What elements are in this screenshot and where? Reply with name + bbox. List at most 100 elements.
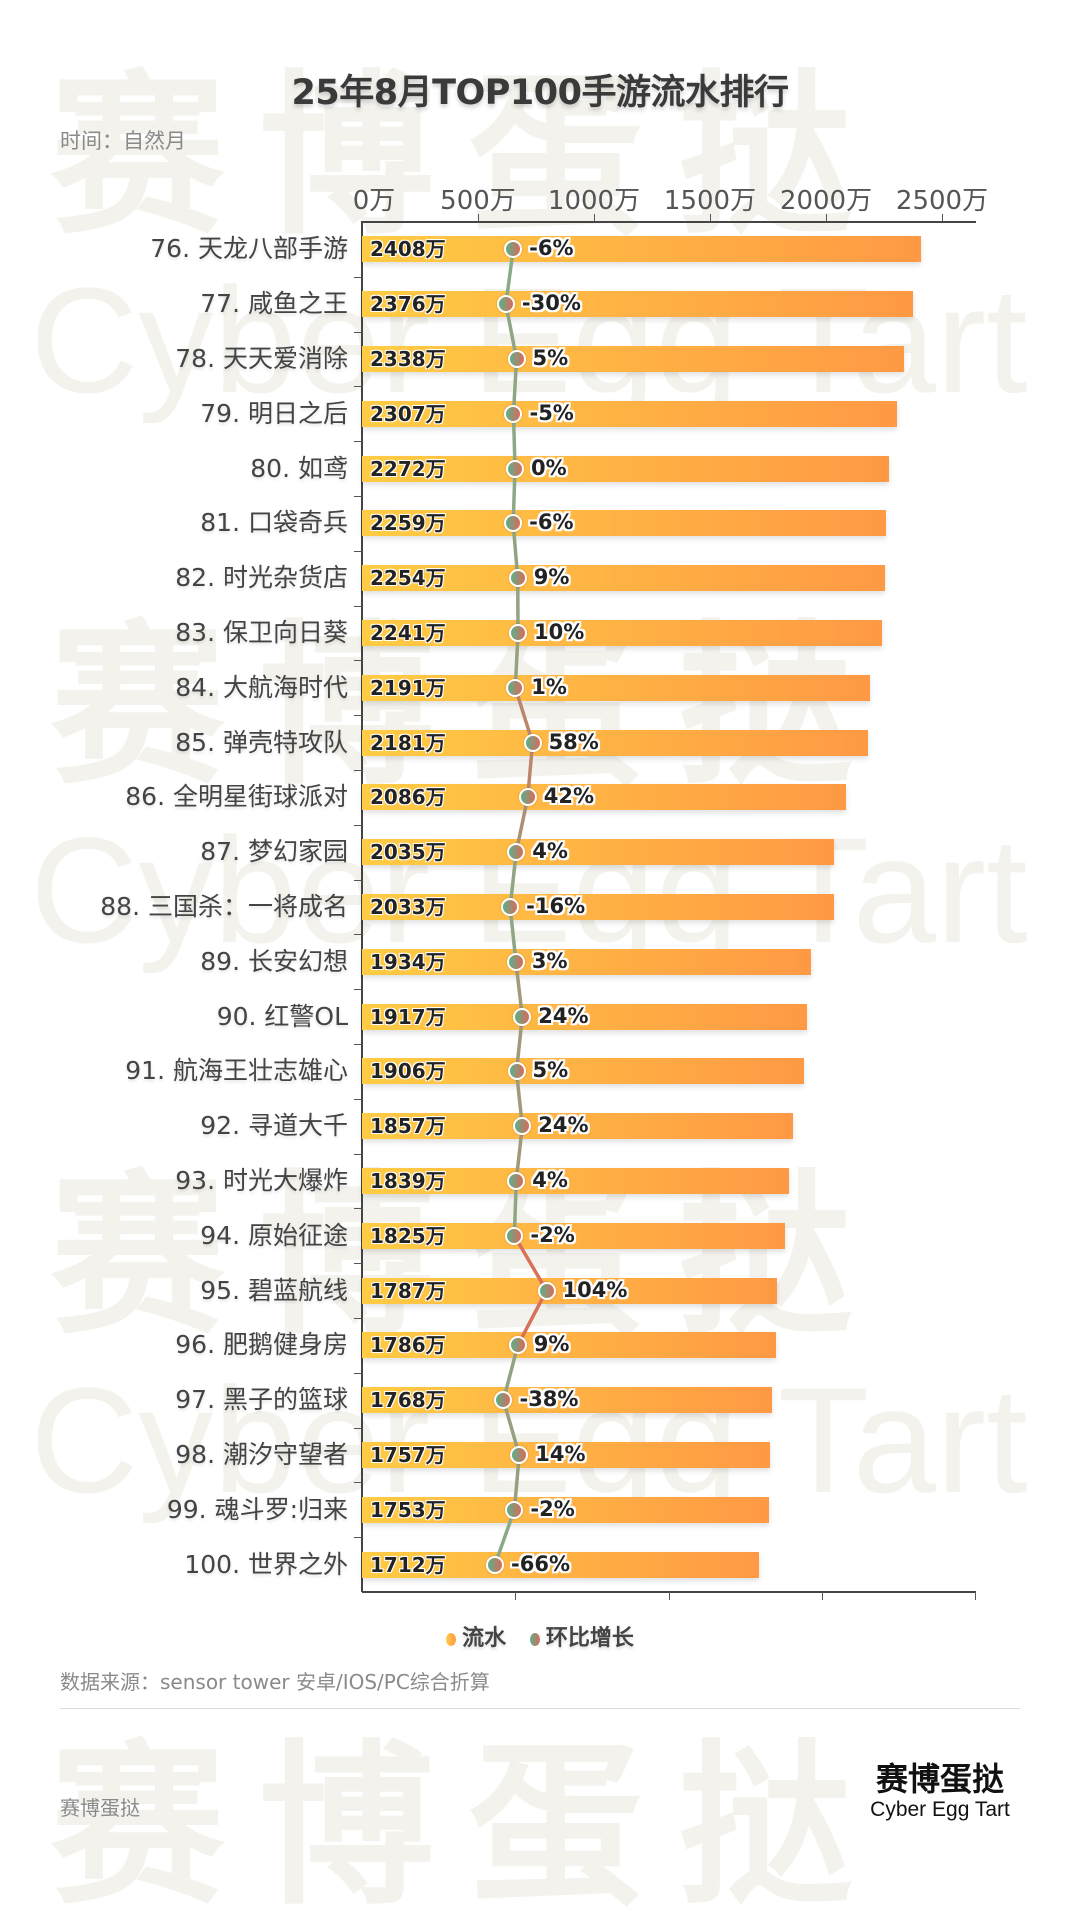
row-label: 93. 时光大爆炸	[175, 1168, 348, 1193]
growth-value-label: -6%	[529, 512, 573, 533]
axis-tick	[354, 989, 362, 990]
revenue-value-label: 2307万	[370, 404, 446, 424]
growth-value-label: 24%	[538, 1006, 588, 1027]
row-label: 86. 全明星街球派对	[125, 784, 348, 809]
revenue-value-label: 2338万	[370, 349, 446, 369]
revenue-value-label: 2191万	[370, 678, 446, 698]
growth-point[interactable]	[507, 843, 525, 861]
revenue-value-label: 2035万	[370, 842, 446, 862]
growth-point[interactable]	[538, 1282, 556, 1300]
growth-point[interactable]	[508, 1062, 526, 1080]
row-label: 98. 潮汐守望者	[175, 1442, 348, 1467]
row-label: 89. 长安幻想	[200, 949, 348, 974]
growth-point[interactable]	[494, 1391, 512, 1409]
legend-item-revenue[interactable]: 流水	[446, 1620, 506, 1652]
growth-value-label: 5%	[533, 348, 569, 369]
growth-point[interactable]	[508, 350, 526, 368]
growth-point[interactable]	[509, 569, 527, 587]
axis-tick	[354, 880, 362, 881]
revenue-value-label: 2241万	[370, 623, 446, 643]
growth-point[interactable]	[510, 1446, 528, 1464]
axis-tick	[669, 1592, 670, 1600]
axis-tick	[354, 1428, 362, 1429]
growth-value-label: 9%	[534, 567, 570, 588]
growth-point[interactable]	[504, 514, 522, 532]
row-label: 95. 碧蓝航线	[200, 1278, 348, 1303]
x-tick-label: 2500万	[896, 180, 988, 217]
revenue-value-label: 2376万	[370, 294, 446, 314]
row-label: 80. 如鸢	[250, 456, 348, 481]
row-label: 87. 梦幻家园	[200, 839, 348, 864]
revenue-value-label: 1839万	[370, 1171, 446, 1191]
green-red-dot-icon	[530, 1633, 540, 1646]
revenue-value-label: 2086万	[370, 787, 446, 807]
row-label: 84. 大航海时代	[175, 675, 348, 700]
row-label: 85. 弹壳特攻队	[175, 730, 348, 755]
revenue-value-label: 2254万	[370, 568, 446, 588]
axis-tick	[354, 1537, 362, 1538]
axis-tick	[354, 1044, 362, 1045]
revenue-value-label: 1768万	[370, 1390, 446, 1410]
axis-tick	[354, 606, 362, 607]
axis-tick	[354, 825, 362, 826]
row-label: 79. 明日之后	[200, 401, 348, 426]
growth-value-label: -16%	[526, 896, 585, 917]
growth-point[interactable]	[524, 734, 542, 752]
axis-tick	[354, 277, 362, 278]
row-label: 88. 三国杀：一将成名	[100, 894, 348, 919]
row-label: 94. 原始征途	[200, 1223, 348, 1248]
brand-logo-cn: 赛博蛋挞	[860, 1754, 1020, 1800]
growth-value-label: 10%	[534, 622, 584, 643]
axis-tick	[594, 214, 595, 222]
axis-tick	[354, 934, 362, 935]
axis-tick	[354, 1373, 362, 1374]
axis-tick	[515, 1592, 516, 1600]
orange-dot-icon	[446, 1633, 456, 1646]
axis-tick	[942, 214, 943, 222]
growth-point[interactable]	[506, 460, 524, 478]
growth-value-label: -5%	[529, 403, 573, 424]
axis-tick	[354, 715, 362, 716]
growth-value-label: -6%	[529, 238, 573, 259]
x-tick-label: 0万	[353, 180, 396, 217]
revenue-value-label: 1787万	[370, 1281, 446, 1301]
axis-tick	[354, 1263, 362, 1264]
growth-point[interactable]	[506, 679, 524, 697]
growth-point[interactable]	[504, 240, 522, 258]
legend-item-growth[interactable]: 环比增长	[530, 1620, 634, 1652]
x-axis-top	[362, 221, 976, 223]
growth-point[interactable]	[504, 405, 522, 423]
growth-point[interactable]	[513, 1117, 531, 1135]
growth-point[interactable]	[509, 1336, 527, 1354]
growth-point[interactable]	[501, 898, 519, 916]
data-source-note: 数据来源：sensor tower 安卓/IOS/PC综合折算	[60, 1666, 490, 1695]
x-tick-label: 2000万	[780, 180, 872, 217]
row-label: 81. 口袋奇兵	[200, 510, 348, 535]
revenue-value-label: 2259万	[370, 513, 446, 533]
axis-tick	[710, 214, 711, 222]
growth-value-label: -2%	[530, 1225, 574, 1246]
growth-point[interactable]	[507, 1172, 525, 1190]
row-label: 100. 世界之外	[184, 1552, 348, 1577]
growth-point[interactable]	[509, 624, 527, 642]
growth-point[interactable]	[486, 1556, 504, 1574]
growth-value-label: 42%	[544, 786, 594, 807]
axis-tick	[354, 386, 362, 387]
growth-value-label: 0%	[531, 458, 567, 479]
revenue-value-label: 2272万	[370, 459, 446, 479]
growth-point[interactable]	[505, 1227, 523, 1245]
revenue-value-label: 1934万	[370, 952, 446, 972]
growth-point[interactable]	[505, 1501, 523, 1519]
row-label: 82. 时光杂货店	[175, 565, 348, 590]
x-tick-label: 1500万	[664, 180, 756, 217]
row-label: 83. 保卫向日葵	[175, 620, 348, 645]
revenue-value-label: 1753万	[370, 1500, 446, 1520]
growth-value-label: 14%	[535, 1444, 585, 1465]
growth-point[interactable]	[519, 788, 537, 806]
growth-point[interactable]	[507, 953, 525, 971]
growth-point[interactable]	[513, 1008, 531, 1026]
axis-tick	[354, 1154, 362, 1155]
growth-point[interactable]	[497, 295, 515, 313]
row-label: 92. 寻道大千	[200, 1113, 348, 1138]
axis-tick	[354, 1482, 362, 1483]
